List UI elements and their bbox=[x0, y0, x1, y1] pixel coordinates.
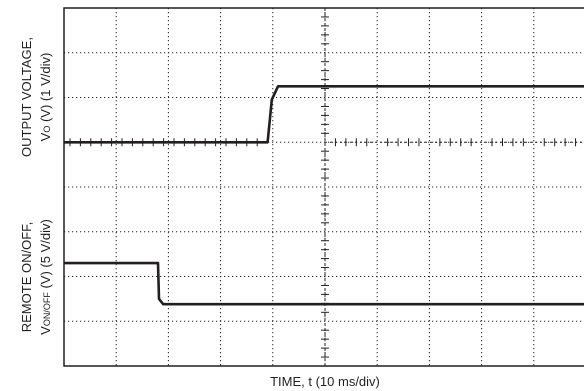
y-axis-label-top-line1: OUTPUT VOLTAGE, bbox=[19, 37, 34, 157]
y-axis-label-bottom-line2: VON/OFF (V) (5 V/div) bbox=[38, 219, 53, 335]
center-axis-ticks bbox=[321, 8, 584, 366]
y-axis-label-bottom-line1: REMOTE ON/OFF, bbox=[19, 222, 34, 333]
trace-remote-on-off bbox=[64, 261, 584, 306]
trace-output-voltage bbox=[64, 85, 584, 144]
y-axis-label-top-line2: VO (V) (1 V/div) bbox=[38, 53, 53, 142]
x-axis-label: TIME, t (10 ms/div) bbox=[270, 374, 380, 389]
plot-frame bbox=[63, 7, 584, 367]
waveform-traces bbox=[64, 85, 584, 306]
